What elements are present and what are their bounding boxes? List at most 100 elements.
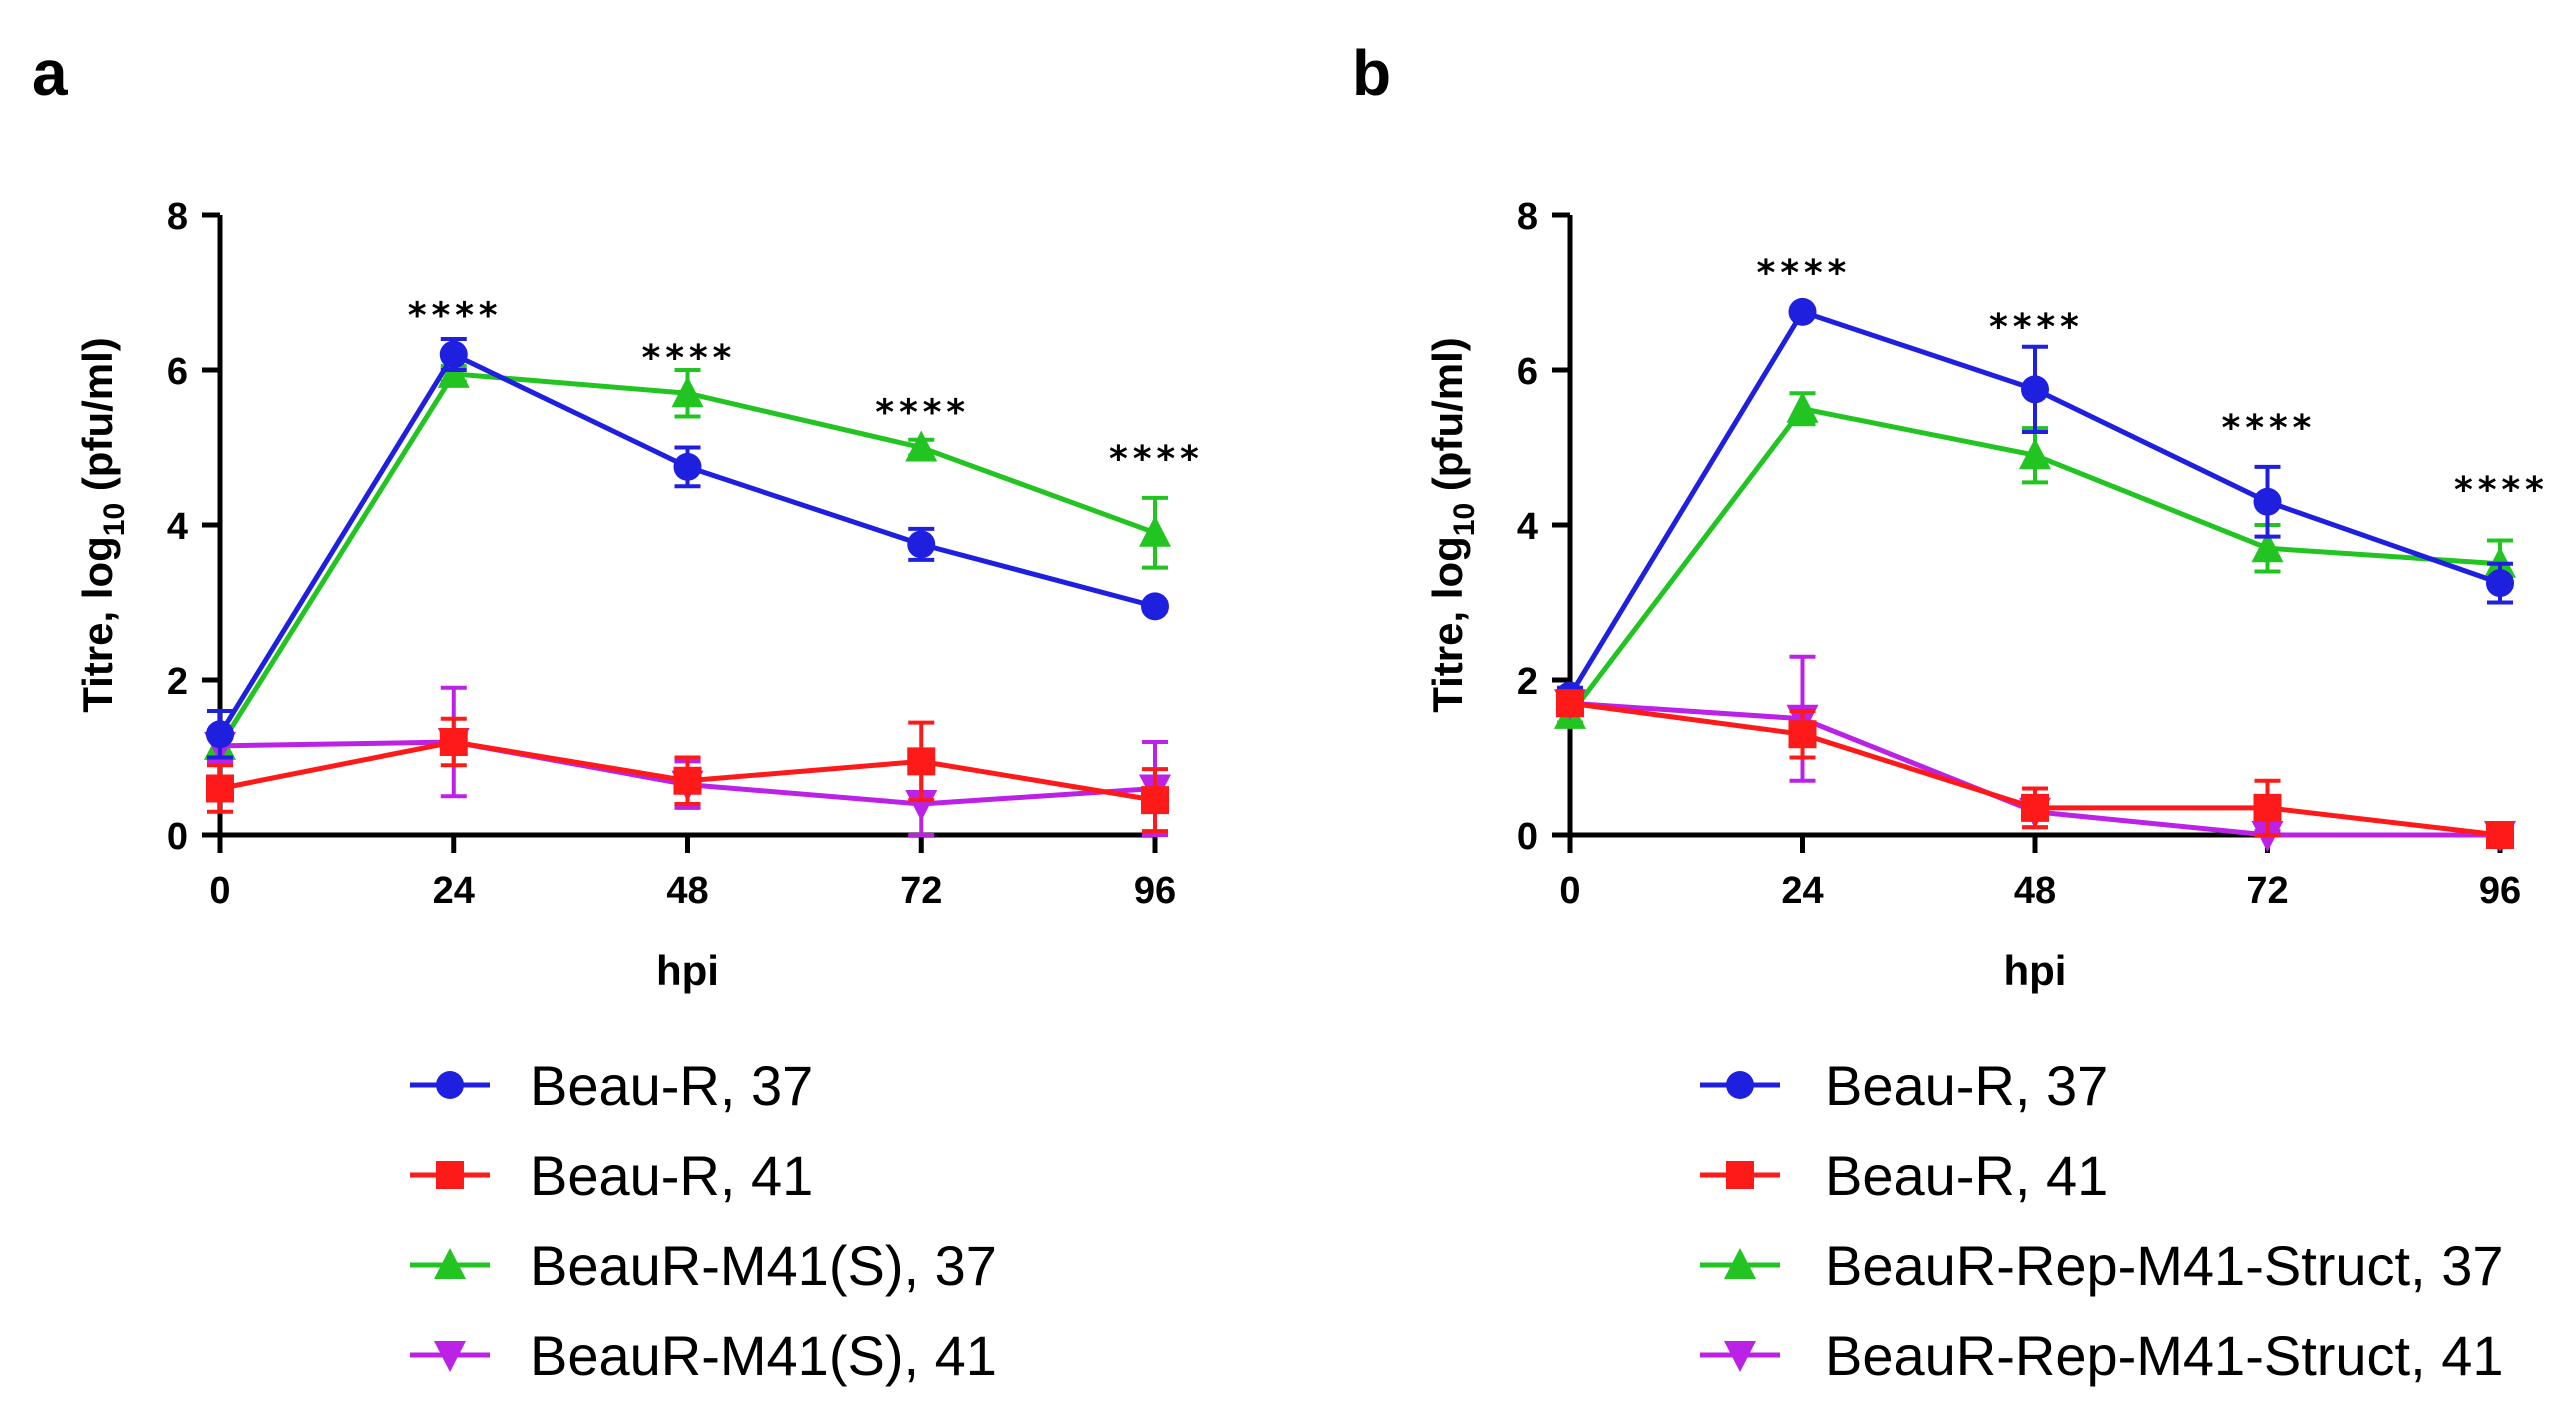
- data-point: [2021, 375, 2049, 404]
- series-circle: [1556, 297, 2514, 710]
- x-tick-label: 0: [1559, 870, 1580, 912]
- legend-item: Beau-R, 41: [410, 1144, 813, 1207]
- y-tick-label: 8: [1517, 196, 1538, 238]
- series-square: [1556, 689, 2514, 849]
- data-point: [1788, 297, 1817, 326]
- legend-marker: [434, 1341, 466, 1372]
- significance-label: ****: [2220, 408, 2315, 449]
- significance-label: ****: [640, 338, 735, 379]
- data-point: [905, 430, 938, 462]
- legend-marker: [1724, 1341, 1756, 1372]
- y-tick-label: 2: [167, 661, 188, 703]
- data-point: [673, 452, 702, 481]
- y-tick-label: 8: [167, 196, 188, 238]
- legend-item: BeauR-Rep-M41-Struct, 37: [1700, 1234, 2504, 1297]
- data-point: [671, 376, 704, 408]
- panel-label-a: a: [32, 37, 68, 109]
- legend-item: BeauR-Rep-M41-Struct, 41: [1700, 1324, 2504, 1387]
- legend-marker: [1726, 1071, 1754, 1099]
- legend: Beau-R, 37 Beau-R, 41 BeauR-Rep-M41-Struct…: [1700, 1054, 2504, 1387]
- x-axis-title: hpi: [2004, 947, 2067, 994]
- x-tick-label: 24: [433, 870, 475, 912]
- legend-label: BeauR-M41(S), 37: [530, 1234, 997, 1297]
- y-axis-title-main: Titre, log: [1424, 536, 1471, 713]
- y-tick-label: 4: [1517, 506, 1538, 548]
- data-point: [437, 356, 470, 388]
- data-point: [439, 340, 468, 369]
- x-tick-label: 72: [900, 870, 942, 912]
- legend-label: Beau-R, 37: [530, 1054, 813, 1117]
- data-point: [1786, 391, 1819, 423]
- legend-marker: [1726, 1161, 1754, 1189]
- data-point: [1141, 786, 1169, 815]
- data-point: [439, 728, 468, 756]
- data-point: [2251, 531, 2284, 563]
- data-point: [1141, 592, 1169, 621]
- significance-label: ****: [2453, 470, 2548, 511]
- y-axis-title-subscript: 10: [98, 503, 131, 536]
- data-point: [673, 766, 702, 795]
- y-axis-title-subscript: 10: [1448, 503, 1481, 536]
- data-point: [206, 774, 234, 803]
- data-point: [2021, 793, 2049, 822]
- y-tick-label: 6: [1517, 351, 1538, 393]
- panel-label-b: b: [1352, 37, 1391, 109]
- y-tick-label: 2: [1517, 661, 1538, 703]
- series-line: [217, 371, 1156, 748]
- y-tick-label: 0: [1517, 816, 1538, 858]
- series-circle: [206, 337, 1169, 760]
- legend-marker: [436, 1071, 464, 1099]
- legend-marker: [1724, 1248, 1756, 1279]
- data-point: [2253, 793, 2282, 822]
- data-point: [2253, 487, 2282, 516]
- data-point: [2486, 821, 2514, 849]
- y-tick-label: 0: [167, 816, 188, 858]
- x-tick-label: 96: [2479, 870, 2521, 912]
- data-point: [905, 790, 938, 821]
- series-square: [206, 716, 1169, 834]
- data-point: [907, 530, 936, 559]
- y-tick-label: 4: [167, 506, 188, 548]
- x-tick-label: 96: [1134, 870, 1176, 912]
- series-triangle-up: [204, 356, 1171, 764]
- data-point: [1788, 720, 1817, 749]
- x-tick-label: 24: [1781, 870, 1823, 912]
- significance-label: ****: [874, 392, 969, 433]
- data-point: [2019, 438, 2051, 470]
- legend-label: BeauR-Rep-M41-Struct, 37: [1825, 1234, 2504, 1297]
- y-axis-title-tail: (pfu/ml): [1424, 337, 1471, 503]
- x-tick-label: 72: [2246, 870, 2288, 912]
- legend-item: Beau-R, 37: [410, 1054, 813, 1117]
- legend-marker: [434, 1248, 466, 1279]
- x-tick-label: 0: [209, 870, 230, 912]
- legend-label: BeauR-Rep-M41-Struct, 41: [1825, 1324, 2504, 1387]
- data-point: [2486, 569, 2514, 598]
- data-point: [1556, 689, 1584, 718]
- data-point: [206, 720, 234, 749]
- y-axis-title-tail: (pfu/ml): [74, 337, 121, 503]
- x-axis-title: hpi: [656, 947, 719, 994]
- legend-label: Beau-R, 41: [530, 1144, 813, 1207]
- legend-label: BeauR-M41(S), 41: [530, 1324, 997, 1387]
- legend-label: Beau-R, 41: [1825, 1144, 2108, 1207]
- y-tick-label: 6: [167, 351, 188, 393]
- data-point: [907, 747, 936, 776]
- significance-label: ****: [406, 295, 501, 336]
- legend: Beau-R, 37 Beau-R, 41 BeauR-M41(S), 37 Beau…: [410, 1054, 997, 1387]
- y-axis-title: Titre, log10 (pfu/ml): [1424, 337, 1481, 713]
- legend-label: Beau-R, 37: [1825, 1054, 2108, 1117]
- series-triangle-up: [1554, 391, 2516, 729]
- legend-item: Beau-R, 37: [1700, 1054, 2108, 1117]
- x-tick-label: 48: [666, 870, 708, 912]
- significance-label: ****: [1108, 439, 1203, 480]
- significance-label: ****: [1755, 253, 1850, 294]
- legend-item: BeauR-M41(S), 37: [410, 1234, 997, 1297]
- y-axis-title-main: Titre, log: [74, 536, 121, 713]
- y-axis-title: Titre, log10 (pfu/ml): [74, 337, 131, 713]
- significance-label: ****: [1988, 307, 2083, 348]
